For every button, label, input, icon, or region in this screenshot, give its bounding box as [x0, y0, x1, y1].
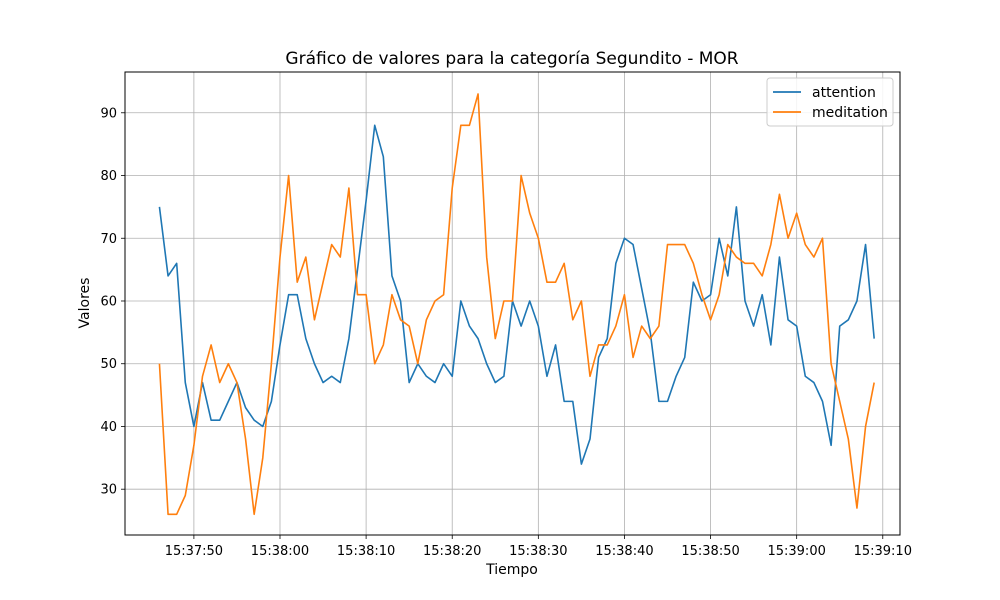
x-tick-label: 15:37:50 — [165, 544, 223, 559]
y-tick-label: 70 — [100, 232, 117, 247]
x-tick-label: 15:38:50 — [681, 544, 739, 559]
legend-label-attention: attention — [812, 85, 876, 101]
legend: attention meditation — [766, 77, 894, 127]
x-tick-label: 15:39:00 — [767, 544, 825, 559]
legend-label-meditation: meditation — [812, 105, 888, 121]
series-line-attention — [158, 124, 875, 465]
x-tick-label: 15:38:00 — [251, 544, 309, 559]
y-tick-label: 30 — [100, 483, 117, 498]
legend-box — [766, 77, 894, 127]
chart-title: Gráfico de valores para la categoría Seg… — [285, 49, 738, 69]
y-tick-label: 40 — [100, 420, 117, 435]
y-tick-label: 50 — [100, 357, 117, 372]
x-tick-label: 15:38:30 — [509, 544, 567, 559]
ticks: 15:37:50 15:38:00 15:38:10 15:38:20 15:38:30… — [100, 106, 912, 559]
y-axis-label: Valores — [77, 278, 93, 329]
x-tick-label: 15:38:10 — [337, 544, 395, 559]
x-tick-label: 15:38:20 — [423, 544, 481, 559]
x-axis-label: Tiempo — [485, 562, 538, 578]
x-tick-label: 15:38:40 — [595, 544, 653, 559]
plot-area-frame — [124, 71, 901, 536]
y-tick-label: 90 — [100, 106, 117, 121]
series-line-meditation — [158, 93, 875, 516]
series-lines — [158, 93, 875, 516]
x-tick-label: 15:39:10 — [854, 544, 912, 559]
y-tick-label: 60 — [100, 294, 117, 309]
y-tick-label: 80 — [100, 169, 117, 184]
